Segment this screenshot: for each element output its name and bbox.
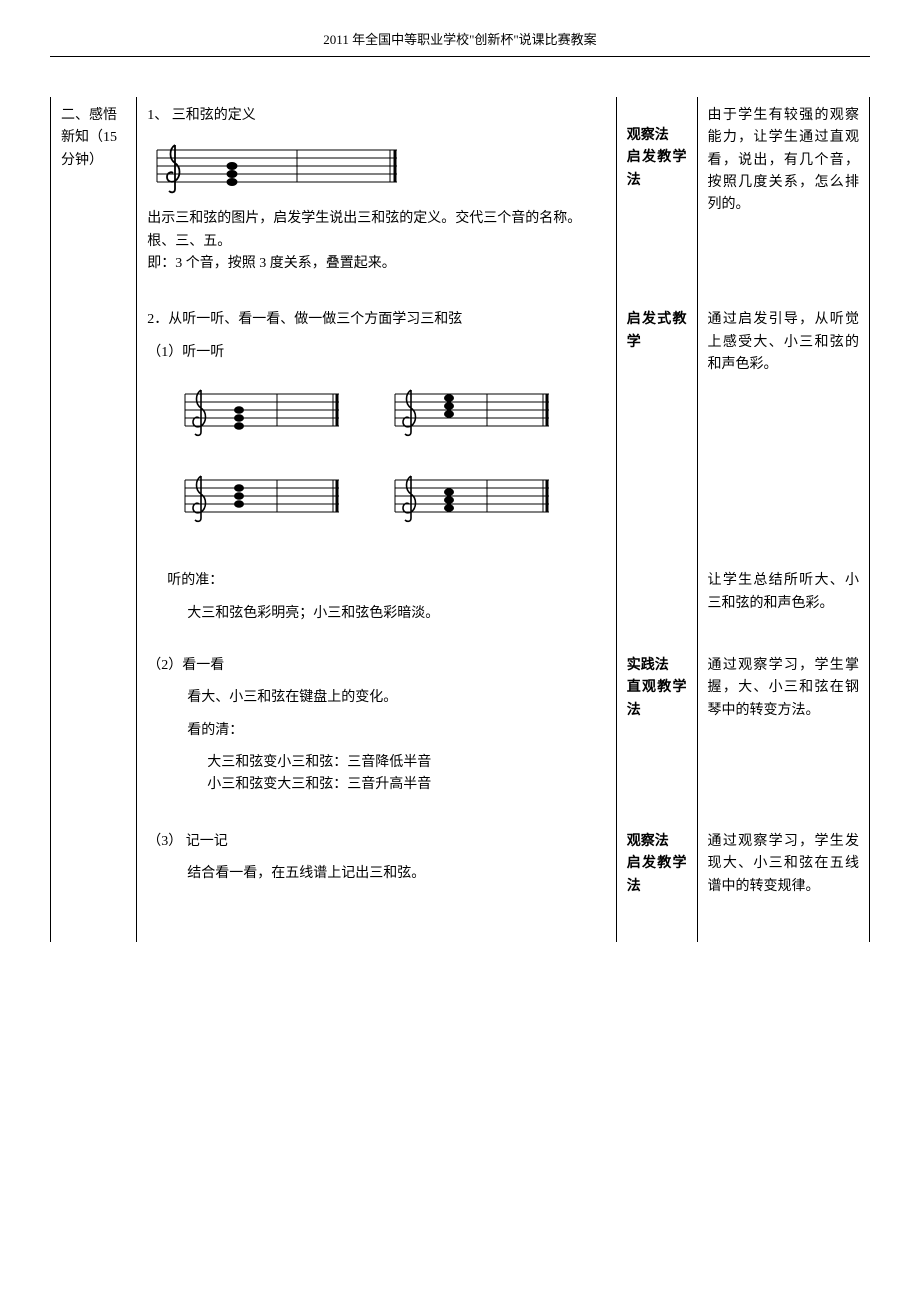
note-cell-2b: 让学生总结所听大、小三和弦的和声色彩。 xyxy=(697,562,869,647)
content-cell-4: （3） 记一记 结合看一看，在五线谱上记出三和弦。 xyxy=(137,823,617,942)
note-3: 让学生总结所听大、小三和弦的和声色彩。 xyxy=(708,573,859,610)
sub2-l1: 看大、小三和弦在键盘上的变化。 xyxy=(147,687,606,709)
note-5: 通过观察学习，学生发现大、小三和弦在五线谱中的转变规律。 xyxy=(708,834,859,894)
staff-1b-icon xyxy=(387,382,557,442)
sub3-label: （3） 记一记 xyxy=(147,831,606,853)
note-1: 由于学生有较强的观察能力，让学生通过直观看，说出，有几个音，按照几度关系，怎么排… xyxy=(708,108,859,213)
note-cell-2: 通过启发引导，从听觉上感受大、小三和弦的和声色彩。 xyxy=(697,301,869,562)
method-cell-2: 启发式教学 xyxy=(616,301,697,562)
staff-2a-icon xyxy=(177,468,347,528)
content-cell-2: 2．从听一听、看一看、做一做三个方面学习三和弦 （1）听一听 xyxy=(137,301,617,562)
treble-clef-icon xyxy=(167,145,180,192)
page-header: 2011 年全国中等职业学校"创新杯"说课比赛教案 xyxy=(50,30,870,51)
sub1-l1: 听的准： xyxy=(147,570,606,592)
item1-body2: 即：3 个音，按照 3 度关系，叠置起来。 xyxy=(147,253,606,275)
item1-body1: 出示三和弦的图片，启发学生说出三和弦的定义。交代三个音的名称。根、三、五。 xyxy=(147,208,606,253)
item1-title: 1、 三和弦的定义 xyxy=(147,105,606,127)
method-2: 启发式教学 xyxy=(627,309,687,354)
stage-cell: 二、感悟新知（15分钟） xyxy=(51,97,137,942)
method-cell-2b xyxy=(616,562,697,647)
content-cell-1: 1、 三和弦的定义 xyxy=(137,97,617,302)
sub2-l2: 看的清： xyxy=(147,720,606,742)
item2-title: 2．从听一听、看一看、做一做三个方面学习三和弦 xyxy=(147,309,606,331)
staff-2b-icon xyxy=(387,468,557,528)
sub2-l4: 小三和弦变大三和弦：三音升高半音 xyxy=(147,774,606,796)
staff-row-1 xyxy=(177,374,606,450)
triad-staff-icon xyxy=(147,135,407,200)
note-4: 通过观察学习，学生掌握，大、小三和弦在钢琴中的转变方法。 xyxy=(708,658,859,718)
staff-1a-icon xyxy=(177,382,347,442)
method-4: 观察法 启发教学法 xyxy=(627,831,687,898)
method-cell-4: 观察法 启发教学法 xyxy=(616,823,697,942)
staff-row-2 xyxy=(177,460,606,536)
content-cell-2b: 听的准： 大三和弦色彩明亮；小三和弦色彩暗淡。 xyxy=(137,562,617,647)
method-cell-1: 观察法 启发教学法 xyxy=(616,97,697,302)
content-cell-3: （2）看一看 看大、小三和弦在键盘上的变化。 看的清： 大三和弦变小三和弦：三音… xyxy=(137,647,617,823)
method-cell-3: 实践法 直观教学法 xyxy=(616,647,697,823)
sub2-l3: 大三和弦变小三和弦：三音降低半音 xyxy=(147,752,606,774)
method-3: 实践法 直观教学法 xyxy=(627,655,687,722)
note-cell-1: 由于学生有较强的观察能力，让学生通过直观看，说出，有几个音，按照几度关系，怎么排… xyxy=(697,97,869,302)
note-2: 通过启发引导，从听觉上感受大、小三和弦的和声色彩。 xyxy=(708,312,859,372)
sub2-label: （2）看一看 xyxy=(147,655,606,677)
sub1-l2: 大三和弦色彩明亮；小三和弦色彩暗淡。 xyxy=(147,603,606,625)
sub3-l1: 结合看一看，在五线谱上记出三和弦。 xyxy=(147,863,606,885)
method-1: 观察法 启发教学法 xyxy=(627,125,687,192)
lesson-table: 二、感悟新知（15分钟） 1、 三和弦的定义 xyxy=(50,97,870,942)
note-cell-4: 通过观察学习，学生发现大、小三和弦在五线谱中的转变规律。 xyxy=(697,823,869,942)
header-rule xyxy=(50,56,870,57)
note-cell-3: 通过观察学习，学生掌握，大、小三和弦在钢琴中的转变方法。 xyxy=(697,647,869,823)
stage-title: 二、感悟新知（15分钟） xyxy=(61,108,117,168)
sub1-label: （1）听一听 xyxy=(147,342,606,364)
